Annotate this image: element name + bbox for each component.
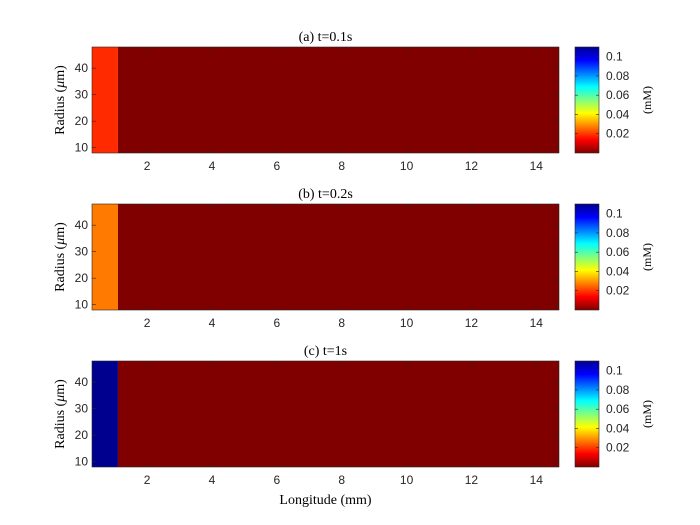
x-tick-label: 4 xyxy=(209,316,216,330)
x-tick-label: 4 xyxy=(209,159,216,173)
colorbar-tick-label: 0.04 xyxy=(606,264,630,278)
x-tick-label: 4 xyxy=(209,473,216,487)
colorbar xyxy=(575,204,599,310)
colorbar-label: (mM) xyxy=(640,86,654,114)
subplot-title: (c) t=1s xyxy=(304,344,347,359)
x-tick-label: 12 xyxy=(465,473,479,487)
y-tick-label: 20 xyxy=(75,271,89,285)
y-tick-label: 40 xyxy=(75,375,89,389)
colorbar-tick-label: 0.06 xyxy=(606,402,630,416)
x-tick-label: 8 xyxy=(338,316,345,330)
colorbar-label: (mM) xyxy=(640,400,654,428)
colorbar-tick-label: 0.1 xyxy=(606,364,623,378)
x-tick-label: 6 xyxy=(274,159,281,173)
x-tick-label: 2 xyxy=(144,316,151,330)
y-axis-label: Radius (μm) xyxy=(53,222,68,292)
axes-box xyxy=(91,46,560,154)
colorbar-tick-label: 0.08 xyxy=(606,383,630,397)
colorbar-tick-label: 0.04 xyxy=(606,107,630,121)
subplot-b: (b) t=0.2s 2 4 6 8 10 12 14 10 20 30 40 Radius (μm) 0… xyxy=(53,187,654,330)
x-tick-label: 6 xyxy=(274,473,281,487)
x-tick-label: 14 xyxy=(530,159,544,173)
colorbar-frame xyxy=(574,46,600,154)
colorbar-frame xyxy=(574,360,600,468)
y-tick-label: 40 xyxy=(75,61,89,75)
x-tick-label: 10 xyxy=(400,473,414,487)
subplot-title: (b) t=0.2s xyxy=(298,187,353,202)
colorbar-tick-label: 0.08 xyxy=(606,69,630,83)
x-tick-label: 2 xyxy=(144,473,151,487)
y-tick-label: 20 xyxy=(75,428,89,442)
colorbar-tick-label: 0.04 xyxy=(606,421,630,435)
heatmap-region xyxy=(117,361,559,467)
axes-box xyxy=(91,360,560,468)
colorbar-tick-label: 0.06 xyxy=(606,245,630,259)
x-tick-label: 12 xyxy=(465,159,479,173)
x-tick-label: 10 xyxy=(400,159,414,173)
heatmap-region xyxy=(117,47,559,153)
y-tick-label: 10 xyxy=(75,455,89,469)
colorbar-tick-label: 0.08 xyxy=(606,226,630,240)
subplot-title: (a) t=0.1s xyxy=(299,30,353,45)
heatmap-region xyxy=(92,47,118,153)
y-tick-label: 30 xyxy=(75,88,89,102)
x-tick-label: 2 xyxy=(144,159,151,173)
x-tick-label: 6 xyxy=(274,316,281,330)
y-tick-label: 20 xyxy=(75,114,89,128)
x-tick-label: 10 xyxy=(400,316,414,330)
colorbar-frame xyxy=(574,203,600,311)
colorbar-tick-label: 0.1 xyxy=(606,207,623,221)
y-tick-label: 30 xyxy=(75,402,89,416)
colorbar-tick-label: 0.02 xyxy=(606,441,630,455)
y-axis-label: Radius (μm) xyxy=(53,379,68,449)
colorbar xyxy=(575,47,599,153)
x-axis-label: Longitude (mm) xyxy=(279,493,371,508)
y-tick-label: 10 xyxy=(75,298,89,312)
heatmap-region xyxy=(92,204,118,310)
heatmap-region xyxy=(117,204,559,310)
subplot-c: (c) t=1s 2 4 6 8 10 12 14 10 20 30 40 Radius (μm) 0.0… xyxy=(53,344,654,508)
y-tick-label: 10 xyxy=(75,141,89,155)
y-axis-label: Radius (μm) xyxy=(53,65,68,135)
heatmap-region xyxy=(92,361,118,467)
axes-box xyxy=(91,203,560,311)
x-tick-label: 8 xyxy=(338,473,345,487)
x-tick-label: 14 xyxy=(530,316,544,330)
colorbar-tick-label: 0.02 xyxy=(606,127,630,141)
x-tick-label: 8 xyxy=(338,159,345,173)
colorbar-tick-label: 0.02 xyxy=(606,284,630,298)
colorbar-tick-label: 0.06 xyxy=(606,88,630,102)
colorbar-label: (mM) xyxy=(640,243,654,271)
y-tick-label: 30 xyxy=(75,245,89,259)
x-tick-label: 14 xyxy=(530,473,544,487)
subplot-a: (a) t=0.1s 2 4 6 8 10 12 14 10 20 30 40 Radius (μm) 0… xyxy=(53,30,654,173)
colorbar-tick-label: 0.1 xyxy=(606,50,623,64)
x-tick-label: 12 xyxy=(465,316,479,330)
colorbar xyxy=(575,361,599,467)
y-tick-label: 40 xyxy=(75,218,89,232)
